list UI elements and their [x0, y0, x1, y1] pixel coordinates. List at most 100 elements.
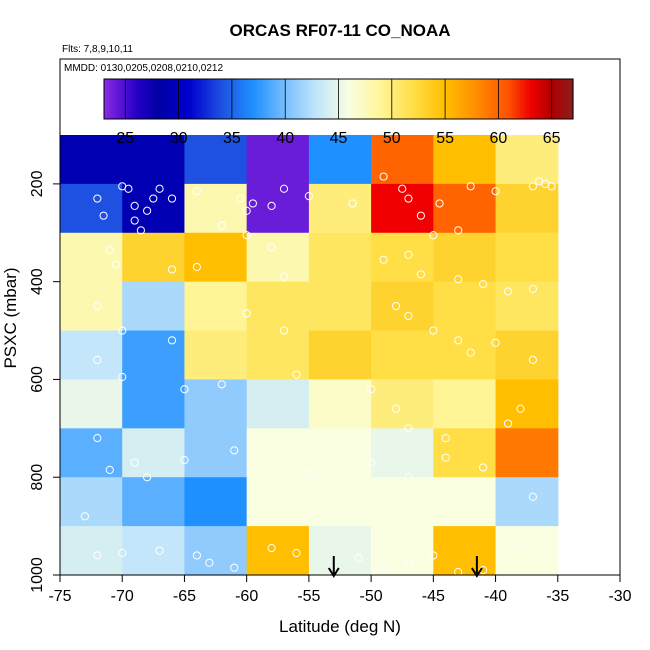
colorbar-segment: [191, 79, 196, 119]
sample-point: [205, 558, 214, 567]
sample-point: [379, 563, 388, 572]
colorbar-segment: [359, 79, 363, 119]
heatmap-cell: [246, 183, 310, 234]
sample-point: [528, 355, 537, 364]
colorbar-segment: [124, 79, 129, 119]
colorbar-segment: [473, 79, 477, 119]
colorbar-segment: [209, 79, 214, 119]
colorbar-segment: [441, 79, 445, 119]
colorbar-segment: [564, 79, 568, 119]
sample-point: [367, 385, 376, 394]
sample-point: [528, 182, 537, 191]
sample-point: [118, 326, 127, 335]
colorbar-frame: [103, 78, 574, 120]
colorbar-segment: [364, 79, 369, 119]
colorbar-segment: [540, 79, 545, 119]
sample-point: [491, 187, 500, 196]
colorbar-segment: [303, 79, 307, 119]
colorbar-tick-label: 30: [170, 130, 188, 147]
sample-point: [230, 563, 239, 572]
colorbar-segment: [493, 79, 498, 119]
sample-point: [192, 551, 201, 560]
colorbar-segment: [247, 79, 252, 119]
x-tick-label: -40: [484, 588, 507, 605]
plot-frame: [59, 58, 621, 576]
heatmap-cell: [246, 330, 310, 381]
heatmap-cell: [308, 281, 372, 332]
sample-point: [304, 470, 313, 479]
heatmap-cell: [371, 477, 434, 527]
colorbar-segment: [139, 79, 143, 119]
colorbar-segment: [531, 79, 536, 119]
dates-note: MMDD: 0130,0205,0208,0210,0212: [64, 63, 223, 74]
sample-point: [230, 446, 239, 455]
heatmap-cell: [246, 526, 310, 576]
heatmap-cell: [60, 183, 123, 234]
colorbar-segment: [382, 79, 386, 119]
colorbar-segment: [174, 79, 178, 119]
colorbar-segment: [361, 79, 366, 119]
heatmap-cell: [495, 477, 559, 527]
colorbar-segment: [529, 79, 533, 119]
x-tick-label: -75: [48, 588, 71, 605]
y-axis-label: PSXC (mbar): [1, 267, 20, 368]
sample-point: [180, 456, 189, 465]
colorbar-segment: [323, 79, 328, 119]
colorbar-segment: [282, 79, 287, 119]
colorbar-segment: [526, 79, 530, 119]
y-axis: 200 400 600 800 1000: [29, 170, 60, 593]
colorbar-segment: [133, 79, 137, 119]
colorbar-segment: [115, 79, 120, 119]
colorbar-segment: [109, 79, 114, 119]
colorbar-segment: [508, 79, 513, 119]
colorbar-segment: [317, 79, 322, 119]
colorbar-segment: [438, 79, 442, 119]
heatmap-cell: [433, 526, 497, 576]
heatmap-cell: [184, 183, 248, 234]
colorbar-segment: [335, 79, 340, 119]
colorbar-segment: [426, 79, 430, 119]
colorbar-segment: [417, 79, 422, 119]
x-tick-label: -35: [546, 588, 569, 605]
colorbar-segment: [487, 79, 492, 119]
x-tick-label: -60: [235, 588, 258, 605]
colorbar-segment: [446, 79, 451, 119]
colorbar-segment: [338, 79, 343, 119]
colorbar-segment: [505, 79, 510, 119]
x-axis-label: Latitude (deg N): [279, 617, 401, 636]
sample-point: [111, 260, 121, 269]
arrow-marker: [327, 556, 340, 578]
heatmap-cell: [60, 281, 123, 332]
heatmap-cell: [495, 281, 559, 332]
heatmap-cell: [246, 135, 310, 185]
sample-point: [416, 211, 425, 220]
sample-point: [304, 192, 313, 201]
sample-point: [167, 194, 177, 203]
colorbar-segment: [271, 79, 275, 119]
colorbar-segment: [429, 79, 433, 119]
colorbar-segment: [285, 79, 290, 119]
colorbar-segment: [189, 79, 193, 119]
heatmap-cell: [308, 135, 372, 185]
sample-point: [279, 272, 289, 281]
colorbar-segment: [315, 79, 319, 119]
colorbar-segment: [203, 79, 208, 119]
sample-point: [454, 567, 463, 577]
colorbar-segment: [520, 79, 524, 119]
colorbar-segment: [402, 79, 407, 119]
colorbar-segment: [241, 79, 246, 119]
heatmap-cell: [246, 281, 310, 332]
colorbar-segment: [479, 79, 483, 119]
sample-point: [429, 551, 438, 560]
colorbar-tick-label: 65: [543, 130, 561, 147]
colorbar-segment: [171, 79, 175, 119]
sample-point: [528, 492, 537, 501]
sample-point: [479, 280, 488, 289]
colorbar-segment: [452, 79, 457, 119]
sample-point: [130, 216, 139, 225]
sample-point: [242, 206, 251, 215]
heatmap-cell: [433, 232, 497, 283]
colorbar-segment: [350, 79, 354, 119]
sample-point: [93, 434, 102, 443]
heatmap-cell: [308, 477, 372, 527]
